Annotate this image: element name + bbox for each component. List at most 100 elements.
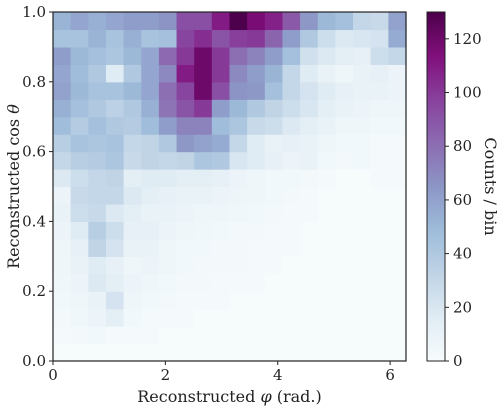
- colorbar: [426, 11, 446, 362]
- heatmap-cell: [388, 308, 407, 327]
- heatmap-cell: [53, 256, 72, 275]
- heatmap-cell: [105, 116, 125, 135]
- heatmap-cell: [229, 151, 248, 170]
- heatmap-cell: [53, 151, 72, 170]
- heatmap-cell: [194, 29, 213, 48]
- heatmap-cell: [370, 64, 389, 83]
- heatmap-cell: [370, 343, 389, 362]
- heatmap-cell: [370, 99, 389, 118]
- colorbar-tick-label: 20: [453, 298, 472, 316]
- heatmap-cell: [158, 116, 178, 135]
- heatmap-cell: [70, 238, 89, 257]
- heatmap-cell: [370, 256, 389, 275]
- heatmap-cell: [176, 99, 195, 118]
- heatmap-cell: [105, 29, 125, 48]
- heatmap-cell: [194, 134, 213, 153]
- heatmap-cell: [247, 343, 266, 362]
- heatmap-cell: [317, 308, 336, 327]
- heatmap-cell: [105, 273, 125, 292]
- heatmap-cell: [353, 99, 372, 118]
- heatmap-cell: [158, 64, 178, 83]
- heatmap-cell: [158, 343, 178, 362]
- heatmap-cell: [388, 46, 407, 65]
- heatmap-cell: [158, 81, 178, 100]
- heatmap-cell: [264, 238, 284, 257]
- heatmap-cell: [194, 151, 213, 170]
- heatmap-cell: [211, 64, 231, 83]
- heatmap-cell: [123, 343, 142, 362]
- heatmap-cell: [300, 169, 319, 188]
- heatmap-cell: [264, 291, 284, 310]
- heatmap-cell: [194, 256, 213, 275]
- heatmap-cell: [53, 343, 72, 362]
- heatmap-cell: [264, 46, 284, 65]
- x-tick-label: 6: [385, 366, 395, 384]
- heatmap-cell: [88, 12, 107, 31]
- heatmap-cell: [194, 273, 213, 292]
- heatmap-cell: [141, 203, 160, 222]
- heatmap-cell: [141, 12, 160, 31]
- colorbar-tick-label: 100: [453, 84, 482, 102]
- heatmap-cell: [353, 186, 372, 205]
- heatmap-cell: [282, 221, 301, 240]
- heatmap-cell: [317, 291, 336, 310]
- heatmap-cell: [105, 308, 125, 327]
- plot-frame: [52, 11, 407, 362]
- heatmap-cell: [264, 326, 284, 345]
- heatmap-cell: [335, 12, 354, 31]
- heatmap-cell: [282, 343, 301, 362]
- heatmap-cell: [264, 81, 284, 100]
- heatmap-cell: [176, 116, 195, 135]
- heatmap-cell: [88, 29, 107, 48]
- heatmap-cell: [53, 186, 72, 205]
- heatmap-cell: [176, 12, 195, 31]
- heatmap-cell: [194, 343, 213, 362]
- heatmap-cell: [247, 81, 266, 100]
- heatmap-cell: [158, 308, 178, 327]
- heatmap-cell: [370, 169, 389, 188]
- heatmap-cell: [194, 116, 213, 135]
- heatmap-cell: [229, 134, 248, 153]
- heatmap-cell: [282, 116, 301, 135]
- heatmap-cell: [105, 81, 125, 100]
- heatmap-cell: [282, 326, 301, 345]
- heatmap-cell: [335, 99, 354, 118]
- heatmap-cell: [282, 81, 301, 100]
- heatmap-cell: [317, 99, 336, 118]
- heatmap-cell: [70, 151, 89, 170]
- heatmap-cell: [388, 326, 407, 345]
- heatmap-cell: [141, 238, 160, 257]
- heatmap-cell: [353, 221, 372, 240]
- heatmap-cell: [388, 203, 407, 222]
- y-tick-label: 0.2: [22, 282, 46, 300]
- heatmap-cell: [211, 291, 231, 310]
- heatmap-cell: [123, 256, 142, 275]
- heatmap-cell: [211, 326, 231, 345]
- heatmap-cell: [317, 12, 336, 31]
- heatmap-cell: [211, 343, 231, 362]
- heatmap-cell: [141, 291, 160, 310]
- heatmap-cell: [176, 29, 195, 48]
- heatmap-cell: [300, 256, 319, 275]
- heatmap-cell: [88, 343, 107, 362]
- heatmap-cell: [158, 291, 178, 310]
- heatmap-cell: [53, 134, 72, 153]
- heatmap-cell: [105, 64, 125, 83]
- heatmap-cell: [317, 151, 336, 170]
- heatmap-cell: [123, 81, 142, 100]
- heatmap-cell: [70, 273, 89, 292]
- heatmap-cell: [88, 116, 107, 135]
- heatmap-cell: [353, 256, 372, 275]
- heatmap-cell: [123, 291, 142, 310]
- heatmap-cell: [317, 203, 336, 222]
- heatmap-cell: [264, 99, 284, 118]
- heatmap-cell: [229, 308, 248, 327]
- heatmap-cell: [229, 46, 248, 65]
- heatmap-cell: [176, 64, 195, 83]
- heatmap-cell: [211, 99, 231, 118]
- heatmap-cell: [317, 116, 336, 135]
- heatmap-cell: [70, 81, 89, 100]
- heatmap-cell: [53, 326, 72, 345]
- heatmap-cell: [194, 203, 213, 222]
- heatmap-cell: [53, 99, 72, 118]
